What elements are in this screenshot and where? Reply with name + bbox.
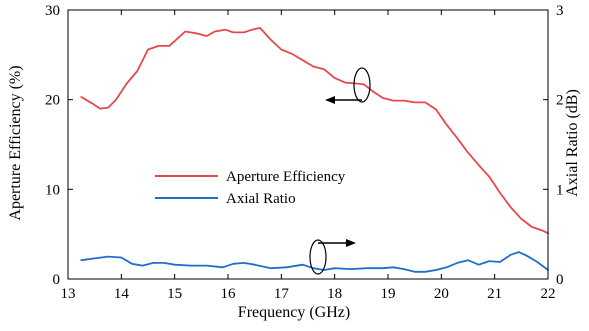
x-tick-label: 16: [221, 286, 237, 302]
left-y-ticks: 0 10 20 30: [45, 3, 73, 288]
x-tick-label: 21: [487, 286, 502, 302]
x-tick-label: 19: [381, 286, 396, 302]
right-y-tick-label: 2: [556, 93, 564, 109]
left-y-tick-label: 20: [45, 93, 60, 109]
right-axis-marker: [309, 239, 356, 275]
left-axis-marker-ellipse: [353, 67, 371, 103]
right-y-tick-label: 3: [556, 3, 564, 19]
series-layer: [80, 26, 549, 273]
x-tick-label: 20: [434, 286, 449, 302]
plot-frame: [67, 9, 549, 280]
legend-label-axial-ratio: Axial Ratio: [226, 191, 296, 207]
left-y-axis-label: Aperture Efficiency (%): [7, 65, 24, 220]
right-arrowhead-icon: [346, 239, 356, 247]
right-y-tick-label: 1: [556, 182, 564, 198]
legend-label-efficiency: Aperture Efficiency: [226, 169, 346, 185]
x-tick-label: 13: [61, 286, 76, 302]
left-y-tick-label: 30: [45, 3, 60, 19]
series-line-axial-ratio: [80, 251, 549, 273]
legend: Aperture Efficiency Axial Ratio: [155, 169, 346, 207]
x-tick-label: 15: [167, 286, 182, 302]
x-tick-label: 18: [327, 286, 342, 302]
x-tick-label: 22: [541, 286, 556, 302]
x-axis-label: Frequency (GHz): [238, 304, 350, 321]
right-y-axis-label: Axial Ratio (dB): [564, 89, 581, 197]
series-line-aperture-efficiency: [80, 26, 549, 235]
right-y-tick-label: 0: [556, 272, 564, 288]
right-y-ticks: 0 1 2 3: [543, 3, 564, 288]
left-axis-marker: [325, 67, 371, 104]
right-axis-marker-ellipse: [309, 239, 327, 275]
left-arrowhead-icon: [325, 96, 335, 104]
x-tick-label: 14: [114, 286, 130, 302]
x-tick-label: 17: [274, 286, 290, 302]
left-y-tick-label: 10: [45, 182, 60, 198]
left-y-tick-label: 0: [53, 272, 61, 288]
x-ticks: 13 14 15 16 17 18 19 20 21 22: [61, 10, 556, 302]
